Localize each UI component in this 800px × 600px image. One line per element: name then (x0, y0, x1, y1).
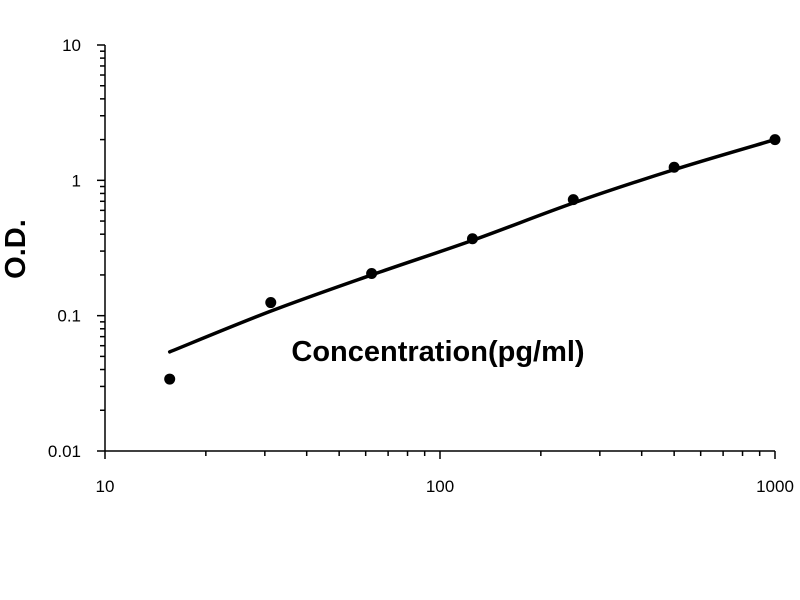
axes (104, 45, 775, 452)
fit-line-group (167, 137, 777, 354)
data-points (164, 134, 781, 385)
x-tick-label: 100 (426, 477, 454, 496)
data-point (769, 134, 781, 146)
tick-labels: 10 100 1000 0.01 0.1 1 10 (48, 36, 794, 496)
data-point (567, 194, 579, 206)
y-axis-title: O.D. (0, 219, 32, 279)
x-axis-title: Concentration(pg/ml) (291, 336, 584, 368)
data-point (466, 233, 478, 245)
y-tick-label: 1 (72, 171, 81, 190)
y-tick-label: 0.01 (48, 442, 81, 461)
y-tick-label: 0.1 (57, 307, 81, 326)
major-ticks (97, 44, 776, 459)
data-point (265, 297, 277, 309)
data-point (366, 267, 378, 279)
data-point (164, 373, 176, 385)
data-point (668, 161, 680, 173)
y-tick-label: 10 (62, 36, 81, 55)
fit-curve-line (167, 137, 777, 354)
x-tick-label: 1000 (756, 477, 794, 496)
x-tick-label: 10 (96, 477, 115, 496)
minor-ticks (100, 50, 761, 456)
